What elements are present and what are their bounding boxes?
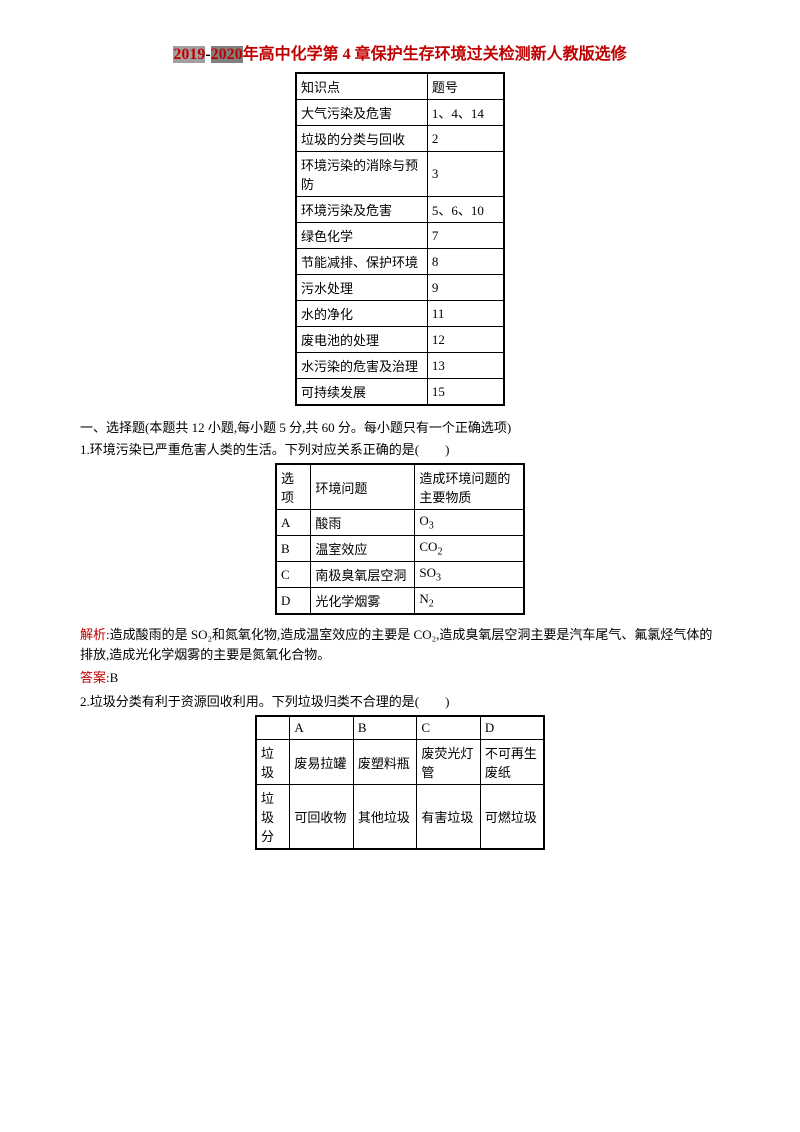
table-row: 垃圾 废易拉罐 废塑料瓶 废荧光灯管 不可再生废纸 — [256, 740, 544, 785]
table-row: 污水处理9 — [296, 275, 504, 301]
q2-options-table: A B C D 垃圾 废易拉罐 废塑料瓶 废荧光灯管 不可再生废纸 垃圾分 可回… — [255, 715, 545, 850]
table-row: A B C D — [256, 716, 544, 740]
answer-body: :B — [106, 670, 118, 685]
table-row: 垃圾分 可回收物 其他垃圾 有害垃圾 可燃垃圾 — [256, 785, 544, 850]
table-row: A 酸雨 O3 — [276, 510, 524, 536]
question-1-text: 1.环境污染已严重危害人类的生活。下列对应关系正确的是( ) — [80, 440, 720, 460]
table-row: D 光化学烟雾 N2 — [276, 588, 524, 615]
table-row: 可持续发展15 — [296, 379, 504, 406]
title-part2: 章保护生存环境过关检测新人教版选修 — [355, 46, 627, 63]
table-row: 知识点 题号 — [296, 73, 504, 100]
table-row: 水污染的危害及治理13 — [296, 353, 504, 379]
title-year-2019: 2019 — [173, 46, 205, 63]
knowledge-table: 知识点 题号 大气污染及危害1、4、14 垃圾的分类与回收2 环境污染的消除与预… — [295, 72, 505, 406]
table-row: 垃圾的分类与回收2 — [296, 126, 504, 152]
analysis-1: 解析:造成酸雨的是 SO₂和氮氧化物,造成温室效应的主要是 CO₂,造成臭氧层空… — [80, 625, 720, 664]
table-row: 环境污染及危害5、6、10 — [296, 197, 504, 223]
table-row: 绿色化学7 — [296, 223, 504, 249]
table-row: 水的净化11 — [296, 301, 504, 327]
analysis-body: :造成酸雨的是 SO₂和氮氧化物,造成温室效应的主要是 CO₂,造成臭氧层空洞主… — [80, 627, 712, 662]
table-row: B 温室效应 CO2 — [276, 536, 524, 562]
table-row: 节能减排、保护环境8 — [296, 249, 504, 275]
table-row: C 南极臭氧层空洞 SO3 — [276, 562, 524, 588]
table-row: 废电池的处理12 — [296, 327, 504, 353]
section-header: 一、选择题(本题共 12 小题,每小题 5 分,共 60 分。每小题只有一个正确… — [80, 418, 720, 438]
q1-options-table: 选项 环境问题 造成环境问题的主要物质 A 酸雨 O3 B 温室效应 CO2 C… — [275, 463, 525, 615]
title-dash: - — [205, 46, 210, 63]
answer-label: 答案 — [80, 670, 106, 685]
analysis-label: 解析 — [80, 627, 106, 642]
table-row: 环境污染的消除与预防3 — [296, 152, 504, 197]
header-cell: 知识点 — [296, 73, 427, 100]
title-num4: 4 — [339, 46, 355, 63]
page-title: 2019-2020年高中化学第 4 章保护生存环境过关检测新人教版选修 — [80, 40, 720, 64]
title-year-2020: 2020 — [211, 46, 243, 63]
table-row: 大气污染及危害1、4、14 — [296, 100, 504, 126]
table-row: 选项 环境问题 造成环境问题的主要物质 — [276, 464, 524, 510]
title-part1: 年高中化学第 — [243, 46, 339, 63]
question-2-text: 2.垃圾分类有利于资源回收利用。下列垃圾归类不合理的是( ) — [80, 692, 720, 712]
header-cell: 题号 — [427, 73, 504, 100]
answer-1: 答案:B — [80, 668, 720, 688]
